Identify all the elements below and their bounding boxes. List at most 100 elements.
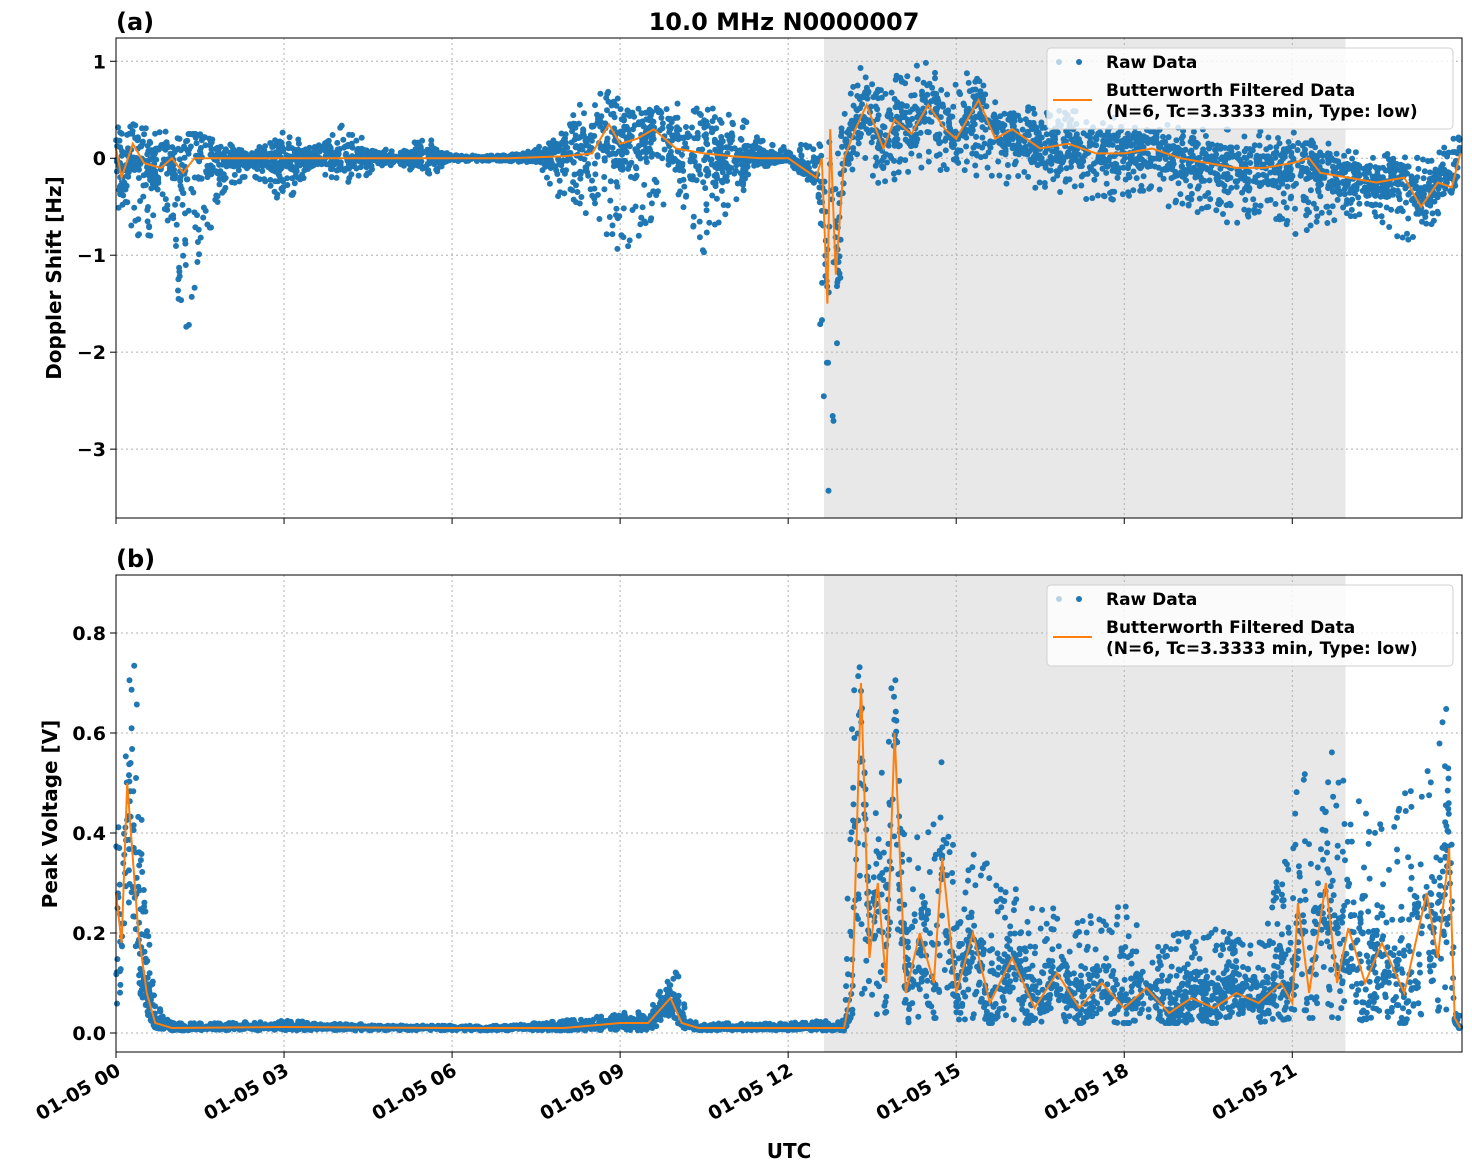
raw-data-point	[737, 170, 744, 177]
raw-data-point	[682, 140, 689, 147]
raw-data-point	[194, 212, 200, 219]
raw-data-point	[948, 140, 955, 147]
raw-data-point	[983, 103, 990, 110]
raw-data-point	[689, 176, 696, 183]
raw-data-point	[1405, 215, 1412, 222]
raw-data-point	[570, 159, 577, 166]
raw-data-point	[1205, 203, 1212, 210]
raw-data-point	[718, 177, 725, 184]
raw-data-point	[369, 147, 376, 154]
legend-raw-marker	[1056, 59, 1062, 65]
raw-data-point	[597, 145, 604, 151]
raw-data-point	[1224, 176, 1231, 183]
raw-data-point	[235, 167, 242, 174]
raw-data-point	[1300, 912, 1306, 919]
raw-data-point	[168, 213, 175, 220]
raw-data-point	[1180, 133, 1186, 140]
raw-data-point	[1160, 175, 1167, 182]
raw-data-point	[1125, 171, 1132, 178]
raw-data-point	[118, 130, 125, 137]
raw-data-point	[1317, 193, 1324, 200]
raw-data-point	[1333, 150, 1340, 157]
raw-data-point	[719, 169, 726, 176]
raw-data-point	[1162, 156, 1169, 162]
raw-data-point	[1280, 190, 1287, 197]
raw-data-point	[1041, 180, 1048, 186]
raw-data-point	[1131, 130, 1138, 137]
raw-data-point	[1416, 961, 1423, 968]
raw-data-point	[990, 139, 997, 146]
raw-data-point	[909, 134, 915, 141]
raw-data-point	[1112, 160, 1119, 167]
raw-data-point	[838, 125, 845, 132]
raw-data-point	[1347, 199, 1354, 206]
raw-data-point	[1003, 180, 1010, 187]
raw-data-point	[1455, 136, 1462, 143]
raw-data-point	[562, 131, 569, 138]
raw-data-point	[167, 150, 174, 157]
raw-data-point	[1345, 148, 1352, 155]
raw-data-point	[620, 234, 627, 241]
raw-data-point	[249, 161, 256, 168]
raw-data-point	[738, 136, 745, 143]
raw-data-point	[626, 113, 633, 119]
raw-data-point	[1256, 158, 1263, 165]
raw-data-point	[694, 133, 701, 140]
raw-data-point	[610, 163, 617, 170]
raw-data-point	[561, 142, 568, 149]
raw-data-point	[1220, 173, 1226, 180]
raw-data-point	[333, 174, 340, 181]
raw-data-point	[145, 204, 151, 210]
raw-data-point	[683, 124, 689, 130]
raw-data-point	[1083, 196, 1090, 202]
raw-data-point	[1252, 174, 1259, 181]
raw-data-point	[1194, 141, 1201, 147]
raw-data-point	[963, 143, 970, 150]
raw-data-point	[617, 106, 624, 113]
raw-data-point	[659, 120, 666, 127]
raw-data-point	[1189, 134, 1195, 141]
raw-data-point	[703, 229, 710, 236]
raw-data-point	[619, 163, 626, 170]
raw-data-point	[914, 76, 921, 83]
raw-data-point	[1173, 137, 1180, 144]
raw-data-point	[1256, 132, 1263, 139]
raw-data-point	[1265, 134, 1272, 141]
raw-data-point	[328, 174, 335, 181]
raw-data-point	[163, 139, 170, 146]
raw-data-point	[1303, 165, 1310, 172]
raw-data-point	[164, 202, 171, 209]
raw-data-point	[1031, 110, 1038, 117]
raw-data-point	[722, 211, 729, 218]
raw-data-point	[819, 279, 826, 286]
raw-data-point	[1151, 163, 1158, 170]
raw-data-point	[1233, 183, 1240, 190]
raw-data-point	[899, 113, 905, 120]
raw-data-point	[340, 136, 347, 143]
raw-data-point	[433, 166, 440, 173]
raw-data-point	[679, 135, 686, 141]
raw-data-point	[1019, 126, 1026, 133]
raw-data-point	[913, 139, 920, 146]
raw-data-point	[546, 140, 552, 147]
raw-data-point	[1047, 167, 1054, 174]
raw-data-point	[1239, 189, 1246, 196]
raw-data-point	[911, 92, 918, 99]
raw-data-point	[1341, 821, 1348, 827]
raw-data-point	[1394, 233, 1401, 240]
raw-data-point	[160, 144, 167, 151]
raw-data-point	[1033, 124, 1040, 131]
raw-data-point	[1078, 182, 1085, 189]
raw-data-point	[1365, 908, 1372, 915]
raw-data-point	[1075, 136, 1082, 143]
raw-data-point	[720, 202, 727, 208]
raw-data-point	[1272, 150, 1279, 157]
raw-data-point	[279, 129, 286, 136]
raw-data-point	[1170, 143, 1177, 149]
raw-data-point	[1427, 201, 1434, 208]
raw-data-point	[570, 120, 577, 127]
raw-data-point	[1411, 201, 1418, 208]
raw-data-point	[1410, 234, 1416, 240]
raw-data-point	[668, 119, 675, 126]
raw-data-point	[180, 252, 187, 259]
